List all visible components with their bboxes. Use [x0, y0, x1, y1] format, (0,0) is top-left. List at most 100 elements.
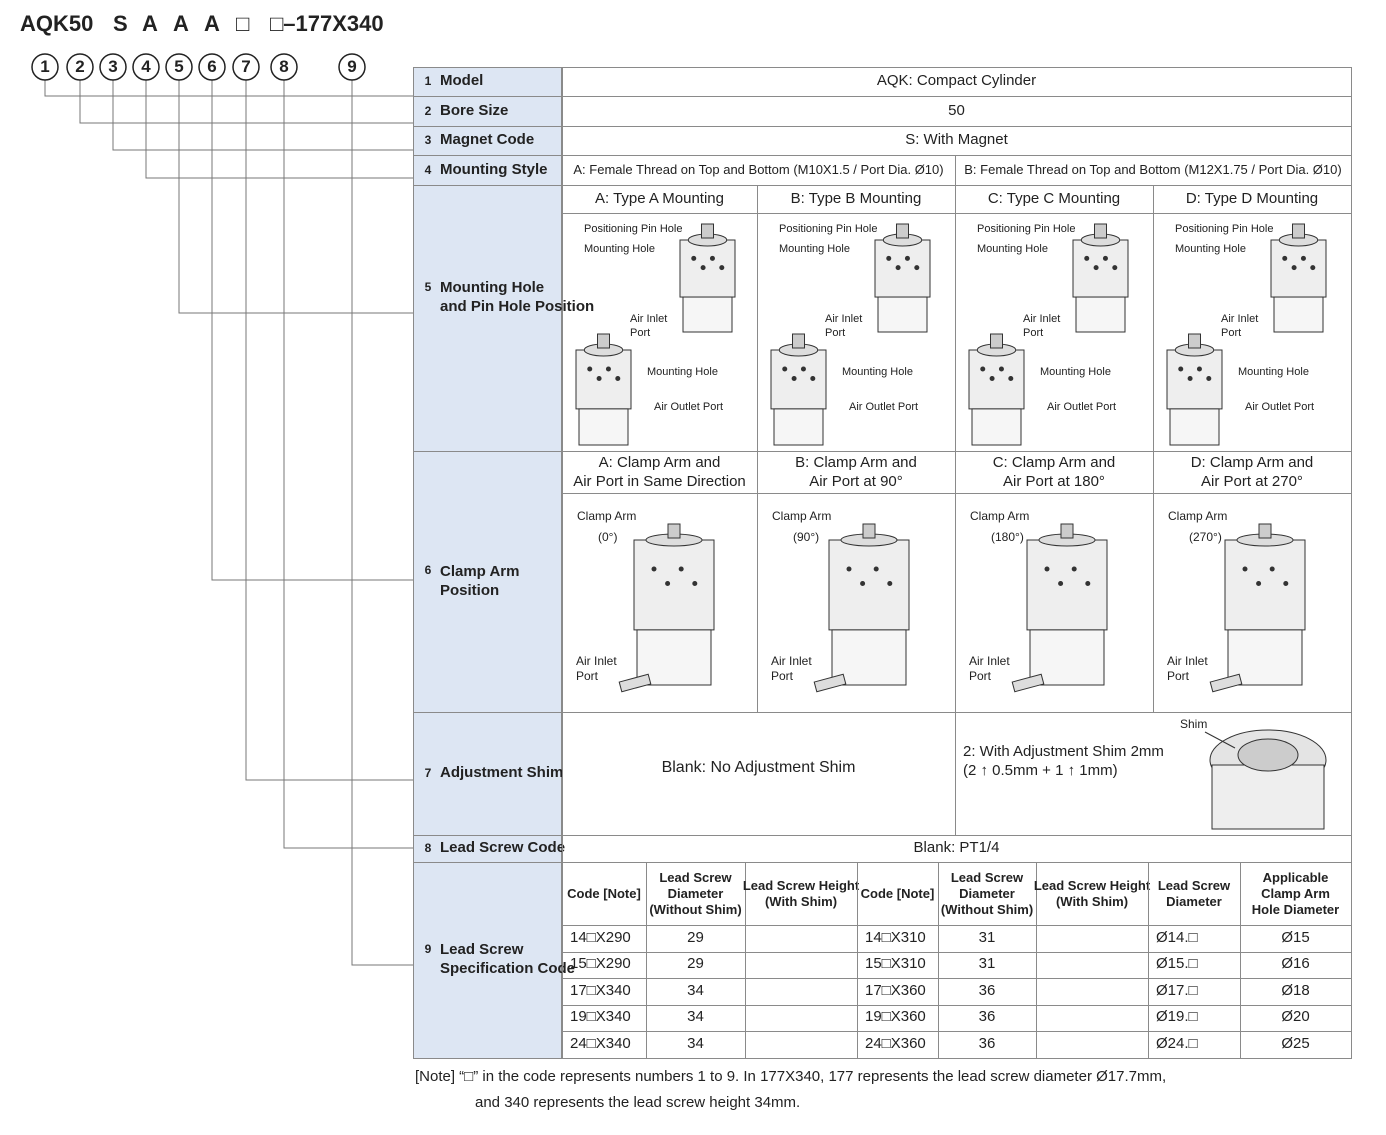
drawing: [1273, 296, 1324, 333]
text-line: Lead Screw Height: [1033, 877, 1151, 893]
text-line: Hole Diameter: [1251, 902, 1340, 918]
callout: (90°): [793, 529, 820, 544]
text-line: Port: [1221, 327, 1242, 339]
table-cell: [1240, 1031, 1352, 1059]
text-line: Air Inlet: [825, 313, 863, 326]
table-value: Ø15.□: [1156, 955, 1198, 973]
option: A: Female Thread on Top and Bottom (M10X…: [573, 161, 944, 177]
drawing: [877, 296, 928, 333]
drawing: [998, 366, 1004, 372]
table-cell: [1036, 951, 1149, 980]
row-label-cell: [413, 862, 562, 1059]
text-line: Lead Screw: [659, 869, 732, 885]
table-value: 24□X340: [570, 1035, 631, 1053]
text-line: C: Clamp Arm and: [992, 454, 1116, 472]
leader-line: [44, 80, 413, 97]
table-value: 36: [978, 1008, 996, 1026]
table-value: Ø16: [1281, 955, 1310, 973]
drawing: [791, 376, 797, 381]
text-line: Diameter: [667, 885, 724, 901]
position-number: 8: [424, 841, 432, 855]
table-cell: [745, 978, 858, 1006]
text-line: Clamp Arm: [1261, 885, 1330, 901]
drawing: [1094, 223, 1107, 239]
option-title: C: Type C Mounting: [987, 189, 1121, 207]
text-line: Diameter: [959, 885, 1015, 901]
drawing: [828, 539, 910, 631]
drawing: [1224, 539, 1306, 631]
leader-line: [178, 80, 413, 314]
drawing: [651, 566, 657, 572]
callout-line: [1204, 731, 1236, 749]
drawing: [1071, 566, 1077, 572]
drawing: [860, 581, 866, 586]
drawing: [1008, 376, 1014, 381]
row-label-cell: [413, 835, 562, 863]
drawing: [578, 408, 629, 446]
option-title: D: Type D Mounting: [1185, 189, 1319, 207]
row-label: Lead Screw Code: [440, 839, 566, 857]
drawing: [692, 581, 698, 586]
position-number: 9: [424, 941, 432, 956]
row-label: Magnet Code: [440, 131, 535, 149]
text-line: Port: [576, 669, 599, 683]
drawing: [597, 333, 610, 349]
table-cell: [1036, 1004, 1149, 1033]
row-label: Lead Screw Specification Code: [440, 938, 575, 982]
drawing: [678, 566, 684, 572]
text-line: Lead Screw: [440, 941, 524, 959]
drawing: [615, 376, 621, 381]
drawing: [1169, 408, 1220, 446]
callout: Air Inlet Port: [771, 652, 831, 686]
row-label-cell: [413, 96, 562, 127]
drawing: [1256, 581, 1262, 586]
drawing: [770, 349, 827, 410]
drawing: [575, 349, 632, 410]
callout: (0°): [598, 529, 618, 544]
table-header: Lead Screw Diameter: [1148, 864, 1240, 924]
drawing: [968, 349, 1025, 410]
text-line: Position: [440, 581, 500, 599]
position-number: 1: [40, 57, 50, 77]
drawing: [810, 376, 816, 381]
callout: Mounting Hole: [779, 243, 850, 256]
row-label-cell: [413, 155, 562, 186]
drawing: [1269, 566, 1275, 572]
drawing: [990, 333, 1003, 349]
callout: Clamp Arm: [772, 508, 832, 523]
table-header: Lead Screw Diameter (Without Shim): [646, 864, 745, 924]
callout: Air Outlet Port: [1047, 401, 1117, 414]
table-value: 17□X340: [570, 981, 631, 999]
drawing: [1178, 366, 1184, 372]
row-label: Adjustment Shim: [440, 764, 564, 782]
text-line: Port: [969, 669, 992, 683]
option-title: B: Clamp Arm and Air Port at 90°: [757, 453, 955, 493]
number-circle: [66, 53, 94, 81]
row-label-cell: [413, 126, 562, 156]
drawing: [1237, 738, 1299, 772]
option-title: D: Clamp Arm and Air Port at 270°: [1153, 453, 1351, 493]
callout: Mounting Hole: [647, 366, 718, 379]
table-value: 14□X290: [570, 928, 631, 946]
drawing: [895, 265, 901, 271]
drawing: [980, 366, 986, 372]
drawing: [1058, 581, 1064, 586]
callout: Clamp Arm: [577, 508, 637, 523]
callout: Shim: [1180, 716, 1208, 731]
text-line: Air Inlet: [576, 654, 617, 668]
table-value: Ø25: [1281, 1035, 1310, 1053]
text-line: (With Shim): [1055, 894, 1129, 909]
drawing: [1011, 673, 1045, 693]
drawing: [1196, 366, 1202, 372]
drawing: [873, 566, 879, 572]
table-value: Ø15: [1281, 928, 1310, 946]
table-value: 15□X290: [570, 955, 631, 973]
row-label: Mounting Style: [440, 160, 548, 178]
text-line: Air Inlet: [630, 313, 668, 326]
drawing: [886, 255, 892, 261]
option-title: B: Type B Mounting: [790, 189, 922, 207]
table-cell: [1036, 925, 1149, 953]
table-cell: [745, 925, 858, 953]
table-value: 31: [978, 928, 996, 946]
number-circle: [198, 53, 226, 81]
